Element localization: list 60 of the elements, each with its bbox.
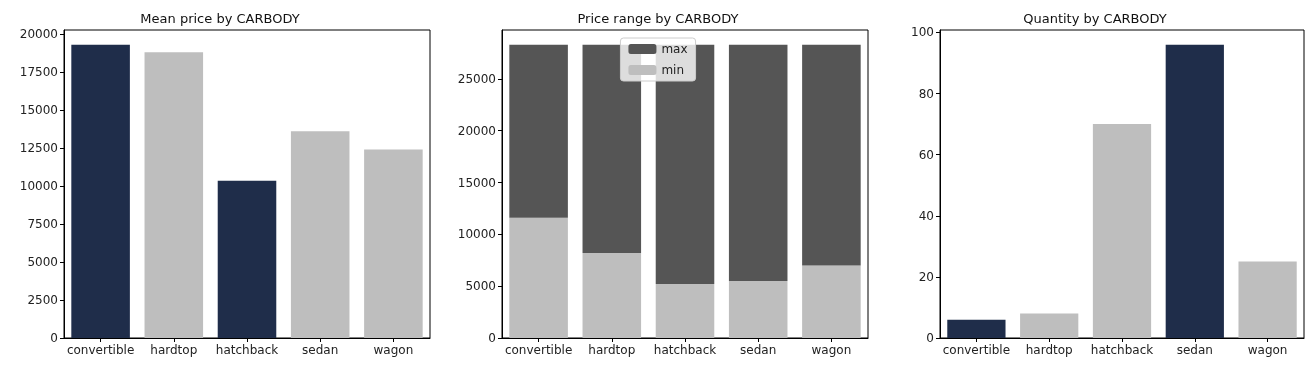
y-tick-label: 15000 bbox=[457, 175, 496, 190]
bar bbox=[71, 44, 130, 338]
y-tick-label: 60 bbox=[918, 147, 934, 162]
y-tick-label: 17500 bbox=[19, 65, 58, 80]
bar bbox=[802, 44, 861, 266]
bar bbox=[655, 284, 715, 338]
x-tick-label: convertible bbox=[504, 343, 573, 357]
bar bbox=[1165, 44, 1224, 338]
chart-title: Mean price by CARBODY bbox=[140, 11, 300, 26]
legend-label: min bbox=[661, 63, 685, 77]
y-tick-label: 20000 bbox=[457, 123, 496, 138]
y-tick-label: 25000 bbox=[457, 71, 496, 86]
bar bbox=[1092, 124, 1152, 338]
y-tick-label: 10000 bbox=[19, 179, 58, 194]
x-tick-label: sedan bbox=[302, 343, 339, 357]
x-tick-label: hatchback bbox=[1090, 343, 1154, 357]
y-tick-label: 7500 bbox=[27, 217, 58, 232]
y-tick-label: 12500 bbox=[19, 141, 58, 156]
bar bbox=[728, 44, 788, 281]
x-tick-label: convertible bbox=[66, 343, 135, 357]
x-tick-label: hatchback bbox=[653, 343, 717, 357]
y-tick-label: 2500 bbox=[27, 293, 58, 307]
x-tick-label: convertible bbox=[942, 343, 1011, 357]
x-tick-label: sedan bbox=[1176, 343, 1213, 357]
y-tick-label: 5000 bbox=[27, 255, 58, 270]
y-tick-label: 10000 bbox=[457, 227, 496, 242]
x-tick-label: wagon bbox=[811, 343, 852, 357]
bar bbox=[217, 180, 277, 338]
chart-title: Quantity by CARBODY bbox=[1023, 11, 1167, 26]
y-tick-label: 20 bbox=[918, 269, 934, 284]
x-tick-label: wagon bbox=[373, 343, 414, 357]
y-tick-label: 5000 bbox=[465, 279, 496, 294]
x-tick-label: hardtop bbox=[588, 343, 636, 357]
bar bbox=[1020, 313, 1079, 338]
x-tick-label: hatchback bbox=[215, 343, 279, 357]
bar bbox=[728, 280, 788, 338]
bar bbox=[947, 319, 1006, 338]
bar bbox=[364, 149, 423, 338]
bar bbox=[1238, 261, 1297, 338]
bar bbox=[509, 44, 568, 218]
bar bbox=[290, 131, 350, 338]
y-tick-label: 80 bbox=[918, 86, 934, 101]
legend-label: max bbox=[661, 42, 688, 56]
x-tick-label: sedan bbox=[740, 343, 777, 357]
bar bbox=[582, 44, 642, 254]
y-tick-label: 0 bbox=[488, 331, 496, 345]
bar bbox=[144, 52, 204, 338]
y-tick-label: 100 bbox=[911, 25, 934, 40]
y-tick-label: 15000 bbox=[19, 103, 58, 118]
chart-title: Price range by CARBODY bbox=[577, 11, 739, 26]
bar bbox=[582, 253, 642, 338]
x-tick-label: hardtop bbox=[1025, 343, 1073, 357]
x-tick-label: hardtop bbox=[150, 343, 198, 357]
bar bbox=[509, 217, 568, 338]
y-tick-label: 0 bbox=[50, 331, 58, 345]
y-tick-label: 40 bbox=[918, 208, 934, 223]
y-tick-label: 20000 bbox=[19, 27, 58, 42]
y-tick-label: 0 bbox=[926, 331, 934, 345]
bar bbox=[802, 265, 861, 338]
x-tick-label: wagon bbox=[1247, 343, 1288, 357]
